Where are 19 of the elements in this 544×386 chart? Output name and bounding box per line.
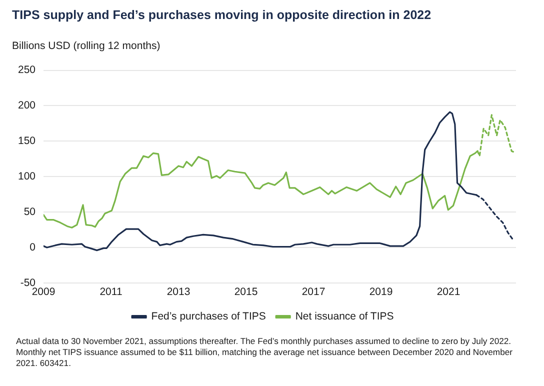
legend-label: Fed’s purchases of TIPS xyxy=(151,310,266,323)
y-tick-label: 250 xyxy=(18,64,36,76)
y-tick-label: 150 xyxy=(18,135,36,148)
x-tick-label: 2017 xyxy=(302,286,326,298)
x-tick-label: 2009 xyxy=(32,286,56,298)
text: Actual data to 30 November 2021, assumptions thereafter. The Fed’s monthly purchases assumed to decline to zero by July 2022. Monthly net TIPS issuance assumed to be $11 billion, matching the average net issuance between December 2020 and November 2021. 603421. xyxy=(16,336,514,370)
y-tick-label: 200 xyxy=(18,100,36,112)
chart-title: TIPS supply and Fed’s purchases moving in opposite direction in 2022 xyxy=(12,8,432,22)
x-tick-label: 2015 xyxy=(234,286,258,298)
legend-label: Net issuance of TIPS xyxy=(295,310,394,323)
x-tick-label: 2011 xyxy=(100,286,122,298)
y-tick-label: 100 xyxy=(18,170,36,182)
y-tick-label: -50 xyxy=(20,276,36,289)
y-tick-label: 50 xyxy=(24,206,36,218)
x-tick-label: 2021 xyxy=(436,286,460,298)
y-axis-title: Billions USD (rolling 12 months) xyxy=(12,40,160,52)
x-tick-label: 2013 xyxy=(166,286,190,298)
y-tick-label: 0 xyxy=(30,241,36,254)
x-tick-label: 2019 xyxy=(369,286,393,298)
